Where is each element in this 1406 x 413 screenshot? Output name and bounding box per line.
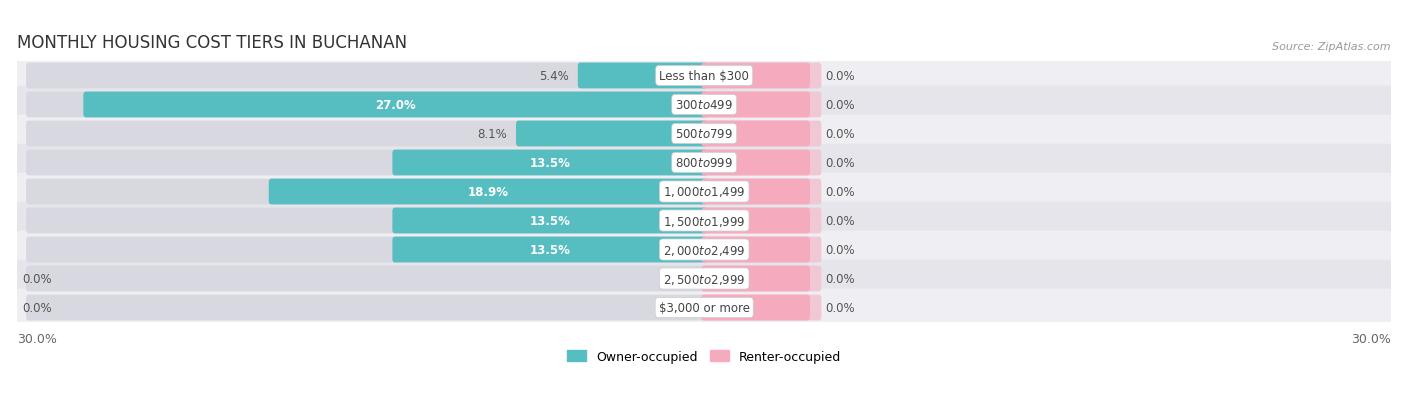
FancyBboxPatch shape — [392, 150, 707, 176]
FancyBboxPatch shape — [17, 144, 1392, 182]
FancyBboxPatch shape — [702, 237, 821, 263]
FancyBboxPatch shape — [17, 57, 1392, 95]
FancyBboxPatch shape — [702, 237, 810, 263]
Text: 0.0%: 0.0% — [22, 272, 52, 285]
FancyBboxPatch shape — [702, 64, 810, 89]
FancyBboxPatch shape — [702, 179, 810, 205]
Text: 30.0%: 30.0% — [1351, 332, 1391, 345]
FancyBboxPatch shape — [17, 173, 1392, 211]
Text: 0.0%: 0.0% — [825, 272, 855, 285]
Text: 0.0%: 0.0% — [825, 70, 855, 83]
Text: 0.0%: 0.0% — [22, 301, 52, 314]
FancyBboxPatch shape — [269, 179, 707, 205]
Text: 0.0%: 0.0% — [825, 128, 855, 141]
Text: 0.0%: 0.0% — [825, 301, 855, 314]
Text: Less than $300: Less than $300 — [659, 70, 749, 83]
FancyBboxPatch shape — [702, 208, 810, 234]
FancyBboxPatch shape — [578, 64, 707, 89]
Text: Source: ZipAtlas.com: Source: ZipAtlas.com — [1272, 42, 1391, 52]
Text: $1,500 to $1,999: $1,500 to $1,999 — [664, 214, 745, 228]
Text: 5.4%: 5.4% — [540, 70, 569, 83]
Text: 0.0%: 0.0% — [825, 185, 855, 199]
FancyBboxPatch shape — [702, 150, 821, 176]
Text: 13.5%: 13.5% — [529, 243, 569, 256]
Text: 8.1%: 8.1% — [478, 128, 508, 141]
FancyBboxPatch shape — [27, 150, 707, 176]
FancyBboxPatch shape — [516, 121, 707, 147]
Text: 30.0%: 30.0% — [17, 332, 58, 345]
FancyBboxPatch shape — [17, 289, 1392, 327]
FancyBboxPatch shape — [17, 260, 1392, 298]
Text: $300 to $499: $300 to $499 — [675, 99, 733, 112]
Text: 0.0%: 0.0% — [825, 243, 855, 256]
Text: MONTHLY HOUSING COST TIERS IN BUCHANAN: MONTHLY HOUSING COST TIERS IN BUCHANAN — [17, 34, 408, 52]
FancyBboxPatch shape — [392, 237, 707, 263]
Text: 18.9%: 18.9% — [467, 185, 509, 199]
FancyBboxPatch shape — [27, 295, 707, 320]
FancyBboxPatch shape — [27, 208, 707, 234]
FancyBboxPatch shape — [702, 64, 821, 89]
FancyBboxPatch shape — [702, 295, 821, 320]
Text: $2,000 to $2,499: $2,000 to $2,499 — [664, 243, 745, 257]
Text: 13.5%: 13.5% — [529, 157, 569, 170]
FancyBboxPatch shape — [702, 93, 810, 118]
Legend: Owner-occupied, Renter-occupied: Owner-occupied, Renter-occupied — [567, 350, 841, 363]
FancyBboxPatch shape — [702, 208, 821, 234]
FancyBboxPatch shape — [702, 93, 821, 118]
FancyBboxPatch shape — [702, 121, 810, 147]
FancyBboxPatch shape — [17, 115, 1392, 153]
FancyBboxPatch shape — [17, 86, 1392, 124]
FancyBboxPatch shape — [702, 295, 810, 320]
Text: $500 to $799: $500 to $799 — [675, 128, 733, 141]
Text: $2,500 to $2,999: $2,500 to $2,999 — [664, 272, 745, 286]
FancyBboxPatch shape — [27, 121, 707, 147]
FancyBboxPatch shape — [83, 93, 707, 118]
FancyBboxPatch shape — [702, 179, 821, 205]
FancyBboxPatch shape — [702, 121, 821, 147]
Text: 0.0%: 0.0% — [825, 157, 855, 170]
FancyBboxPatch shape — [702, 150, 810, 176]
FancyBboxPatch shape — [702, 266, 821, 292]
Text: $3,000 or more: $3,000 or more — [658, 301, 749, 314]
FancyBboxPatch shape — [27, 179, 707, 205]
FancyBboxPatch shape — [27, 64, 707, 89]
FancyBboxPatch shape — [27, 93, 707, 118]
FancyBboxPatch shape — [392, 208, 707, 234]
Text: 0.0%: 0.0% — [825, 99, 855, 112]
Text: $800 to $999: $800 to $999 — [675, 157, 733, 170]
FancyBboxPatch shape — [17, 231, 1392, 269]
FancyBboxPatch shape — [27, 266, 707, 292]
Text: $1,000 to $1,499: $1,000 to $1,499 — [664, 185, 745, 199]
FancyBboxPatch shape — [702, 266, 810, 292]
FancyBboxPatch shape — [27, 237, 707, 263]
Text: 27.0%: 27.0% — [375, 99, 416, 112]
Text: 0.0%: 0.0% — [825, 214, 855, 228]
Text: 13.5%: 13.5% — [529, 214, 569, 228]
FancyBboxPatch shape — [17, 202, 1392, 240]
